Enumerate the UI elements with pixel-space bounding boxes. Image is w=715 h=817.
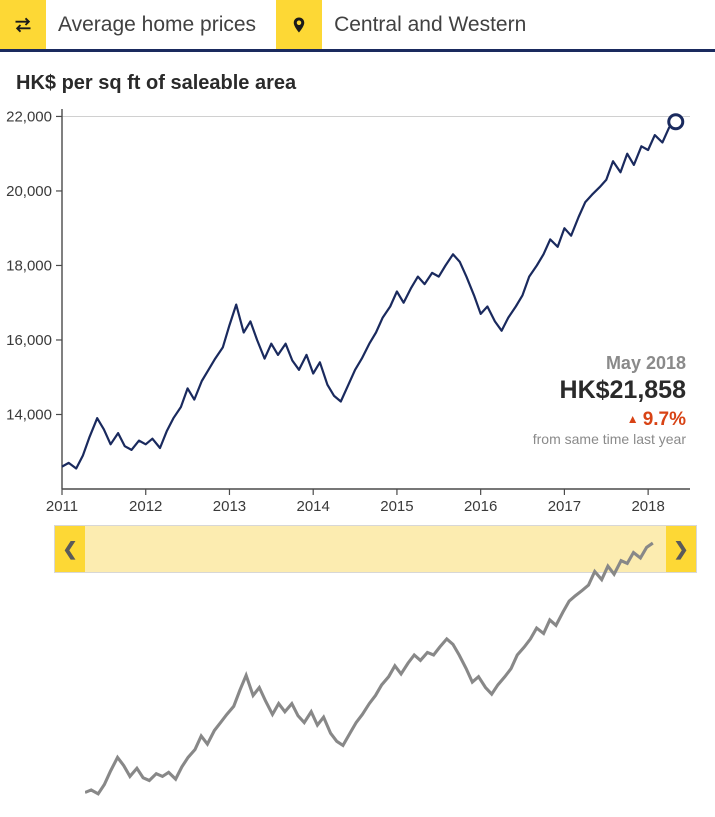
latest-callout: May 2018 HK$21,858 ▲ 9.7% from same time … — [533, 353, 686, 447]
chart-area: 14,000 16,000 18,000 20,000 22,000 2011 2012 20… — [0, 99, 700, 519]
brush-handle-left[interactable]: ❮ — [55, 526, 85, 572]
svg-text:22,000: 22,000 — [6, 108, 52, 125]
callout-note: from same time last year — [533, 431, 686, 447]
brush-sparkline — [85, 526, 666, 817]
callout-price: HK$21,858 — [533, 376, 686, 405]
svg-text:18,000: 18,000 — [6, 257, 52, 274]
svg-text:2014: 2014 — [297, 498, 330, 515]
time-brush[interactable]: ❮ ❯ — [54, 525, 697, 573]
region-label: Central and Western — [334, 13, 526, 37]
svg-text:20,000: 20,000 — [6, 183, 52, 200]
callout-date: May 2018 — [533, 353, 686, 374]
callout-pct: ▲ 9.7% — [533, 409, 686, 431]
brush-handle-right[interactable]: ❯ — [666, 526, 696, 572]
svg-text:2012: 2012 — [129, 498, 162, 515]
svg-text:2018: 2018 — [631, 498, 664, 515]
svg-text:2011: 2011 — [46, 498, 78, 515]
callout-pct-value: 9.7% — [643, 409, 686, 430]
region-selector-icon-box[interactable] — [276, 0, 322, 49]
region-selector[interactable]: Central and Western — [322, 0, 546, 49]
svg-text:16,000: 16,000 — [6, 332, 52, 349]
metric-selector[interactable]: Average home prices — [46, 0, 276, 49]
svg-text:2017: 2017 — [548, 498, 581, 515]
svg-text:2015: 2015 — [380, 498, 413, 515]
chart-title: HK$ per sq ft of saleable area — [16, 72, 707, 95]
svg-text:2016: 2016 — [464, 498, 497, 515]
header-bar: Average home prices Central and Western — [0, 0, 715, 52]
line-chart[interactable]: 14,000 16,000 18,000 20,000 22,000 2011 2012 20… — [0, 99, 700, 519]
up-triangle-icon: ▲ — [627, 412, 639, 426]
svg-text:2013: 2013 — [213, 498, 246, 515]
metric-label: Average home prices — [58, 13, 256, 37]
svg-text:14,000: 14,000 — [6, 406, 52, 423]
chart-container: HK$ per sq ft of saleable area 14,000 16,… — [0, 52, 715, 573]
pin-icon — [290, 14, 308, 36]
swap-icon — [13, 15, 33, 35]
metric-selector-icon-box[interactable] — [0, 0, 46, 49]
